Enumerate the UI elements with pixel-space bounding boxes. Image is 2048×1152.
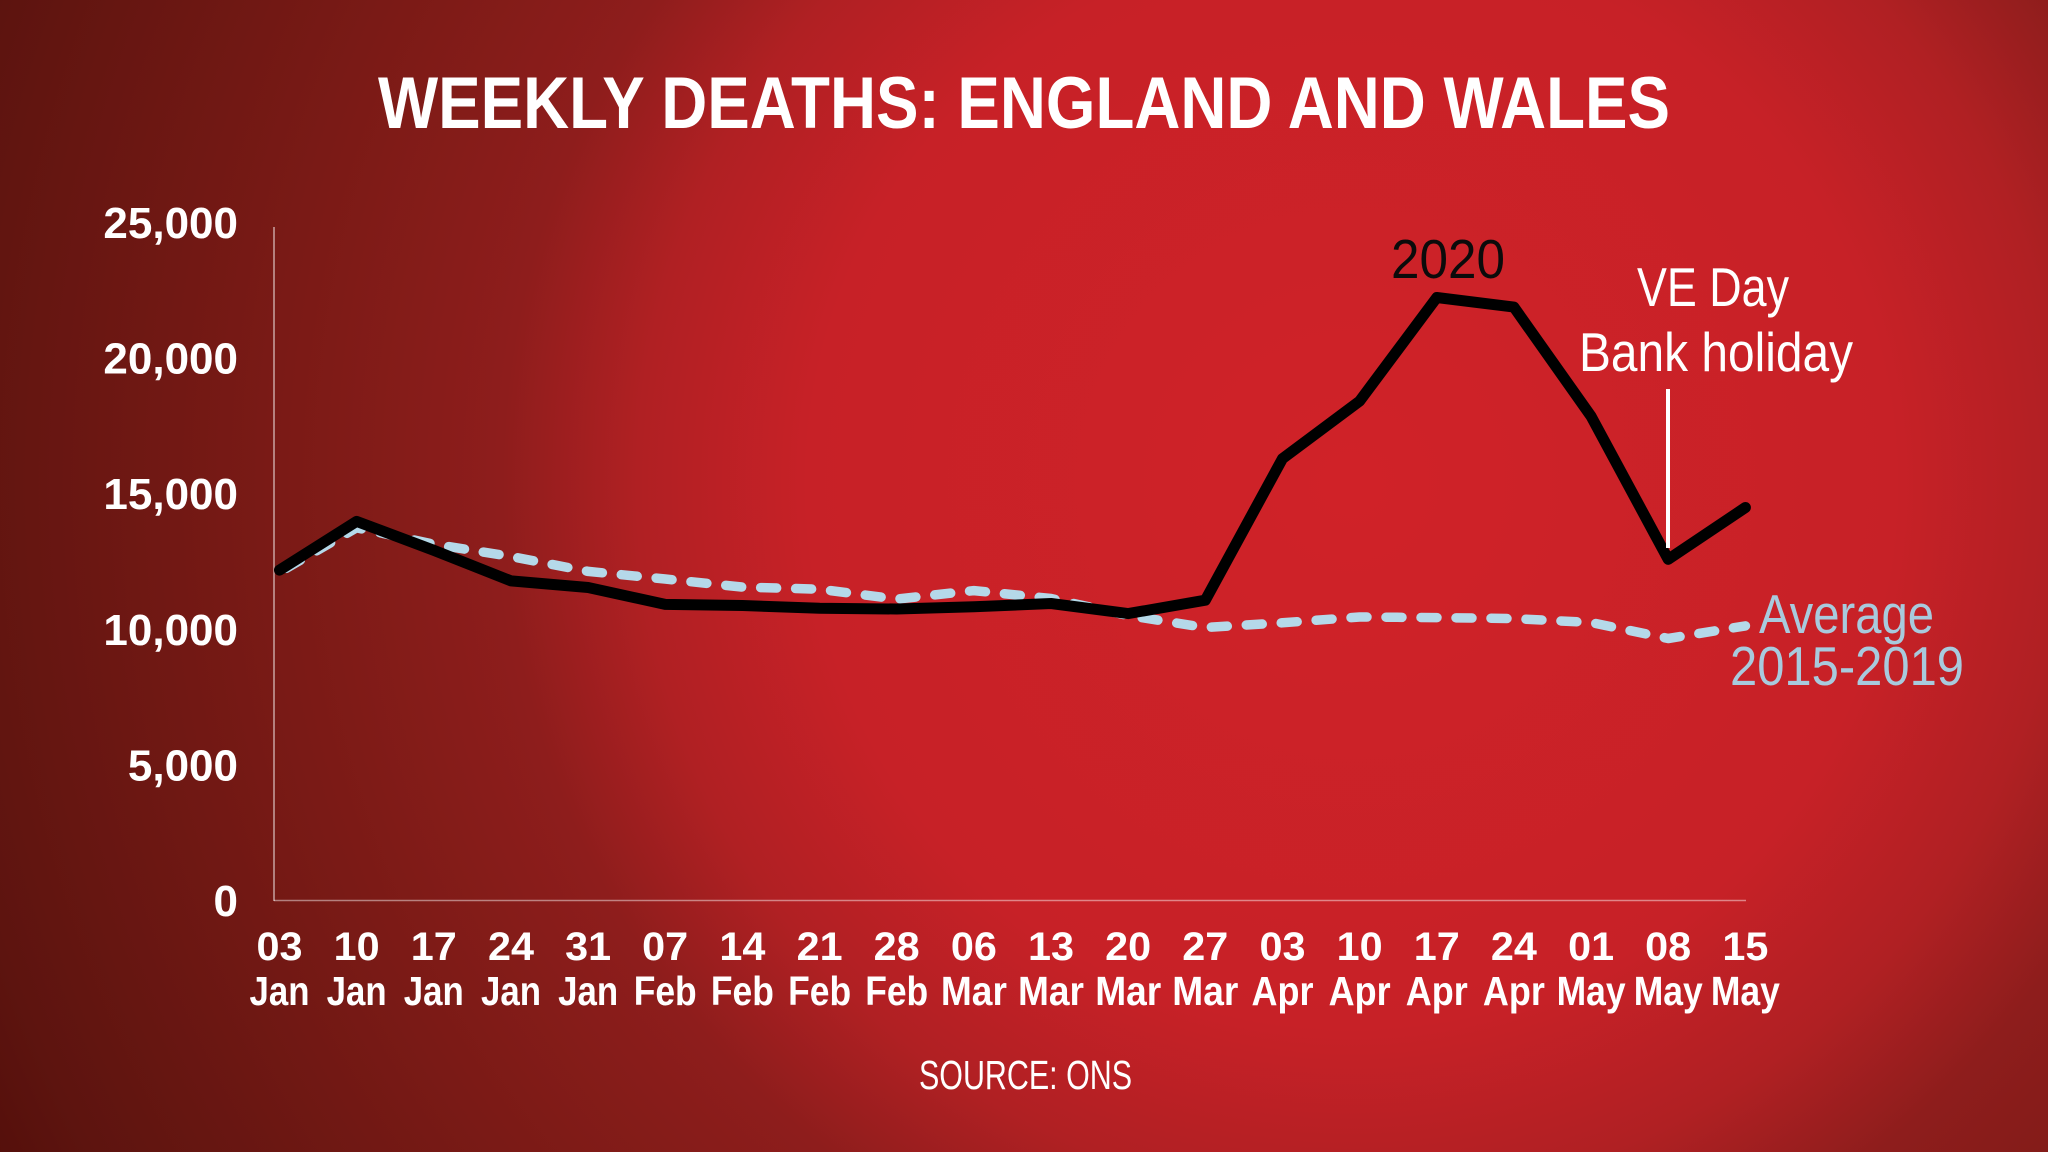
svg-text:15: 15 — [1722, 925, 1768, 969]
svg-text:21: 21 — [797, 925, 843, 969]
svg-text:Jan: Jan — [558, 968, 618, 1014]
svg-text:Jan: Jan — [481, 968, 541, 1014]
svg-text:2015-2019: 2015-2019 — [1730, 635, 1964, 697]
svg-text:31: 31 — [565, 925, 611, 969]
svg-text:Mar: Mar — [941, 968, 1007, 1014]
svg-text:Bank holiday: Bank holiday — [1579, 321, 1853, 383]
svg-text:24: 24 — [488, 925, 535, 969]
svg-text:Apr: Apr — [1329, 968, 1391, 1014]
svg-text:May: May — [1711, 968, 1780, 1014]
svg-text:Mar: Mar — [1018, 968, 1084, 1014]
svg-text:Jan: Jan — [327, 968, 387, 1014]
svg-text:Feb: Feb — [788, 968, 851, 1014]
svg-text:Apr: Apr — [1406, 968, 1468, 1014]
svg-text:Apr: Apr — [1252, 968, 1314, 1014]
svg-text:17: 17 — [411, 925, 457, 969]
svg-text:07: 07 — [642, 925, 688, 969]
svg-text:10: 10 — [334, 925, 380, 969]
svg-text:Feb: Feb — [865, 968, 928, 1014]
svg-text:Jan: Jan — [250, 968, 310, 1014]
svg-text:14: 14 — [719, 925, 766, 969]
svg-text:Average: Average — [1759, 583, 1934, 645]
svg-text:15,000: 15,000 — [103, 470, 238, 519]
svg-text:May: May — [1557, 968, 1626, 1014]
svg-text:Feb: Feb — [711, 968, 774, 1014]
svg-text:May: May — [1634, 968, 1703, 1014]
svg-text:17: 17 — [1414, 925, 1460, 969]
svg-text:2020: 2020 — [1391, 228, 1505, 290]
svg-text:WEEKLY DEATHS: ENGLAND AND WAL: WEEKLY DEATHS: ENGLAND AND WALES — [378, 63, 1670, 144]
svg-text:01: 01 — [1568, 925, 1614, 969]
svg-text:03: 03 — [257, 925, 303, 969]
svg-text:03: 03 — [1260, 925, 1306, 969]
svg-text:28: 28 — [874, 925, 920, 969]
svg-text:5,000: 5,000 — [128, 742, 238, 791]
svg-text:20,000: 20,000 — [103, 335, 238, 384]
svg-text:Feb: Feb — [634, 968, 697, 1014]
svg-text:0: 0 — [214, 877, 238, 926]
svg-text:25,000: 25,000 — [103, 199, 238, 248]
svg-text:Apr: Apr — [1483, 968, 1545, 1014]
svg-text:06: 06 — [951, 925, 997, 969]
svg-text:27: 27 — [1182, 925, 1228, 969]
svg-text:10,000: 10,000 — [103, 606, 238, 655]
svg-text:13: 13 — [1028, 925, 1074, 969]
svg-text:Mar: Mar — [1172, 968, 1238, 1014]
svg-text:10: 10 — [1337, 925, 1383, 969]
svg-text:08: 08 — [1645, 925, 1691, 969]
svg-text:SOURCE: ONS: SOURCE: ONS — [919, 1052, 1132, 1098]
svg-text:20: 20 — [1105, 925, 1151, 969]
svg-text:Mar: Mar — [1095, 968, 1161, 1014]
svg-text:24: 24 — [1491, 925, 1538, 969]
svg-text:Jan: Jan — [404, 968, 464, 1014]
svg-text:VE Day: VE Day — [1637, 256, 1789, 318]
